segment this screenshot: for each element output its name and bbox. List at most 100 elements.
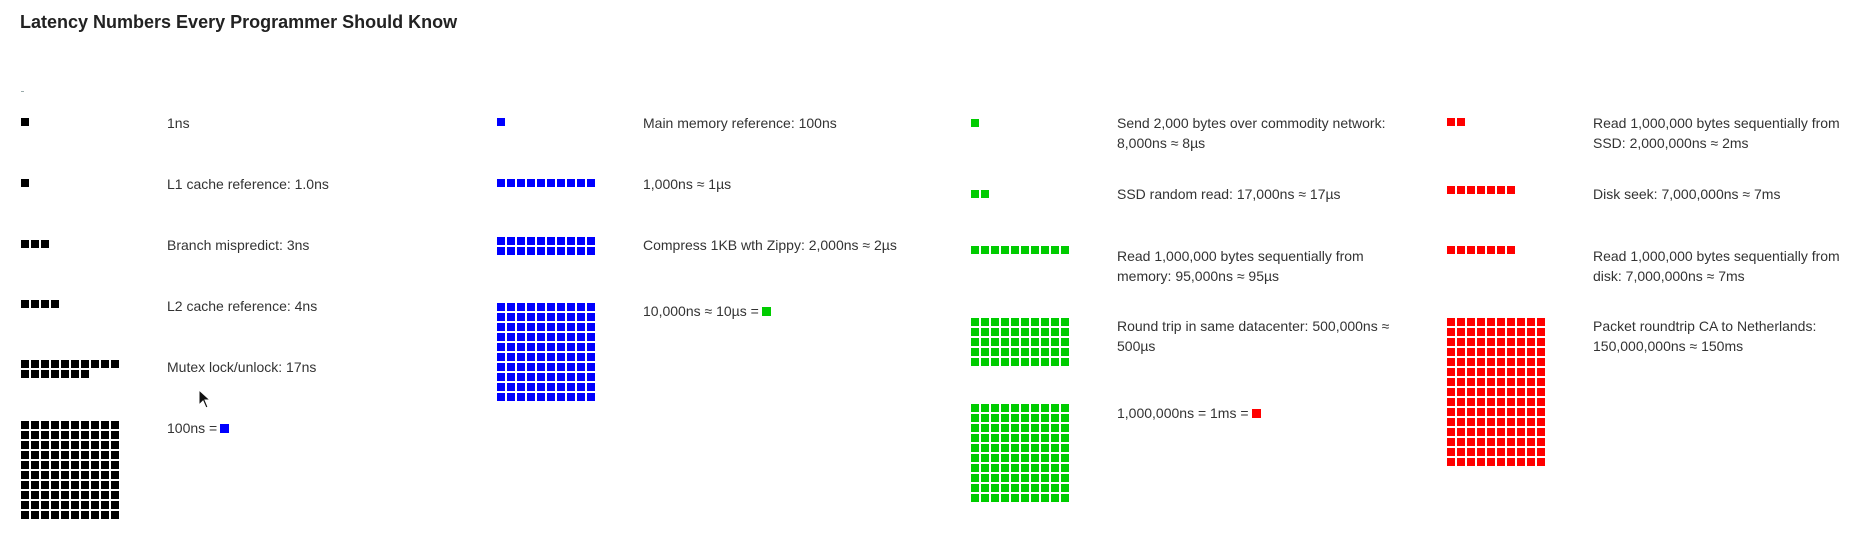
one-ms-squares bbox=[971, 404, 1069, 502]
latency-square bbox=[1467, 378, 1475, 386]
latency-square bbox=[31, 300, 39, 308]
latency-square bbox=[1041, 358, 1049, 366]
read-memory-text: Read 1,000,000 bytes sequentially from m… bbox=[1117, 248, 1364, 284]
latency-square bbox=[587, 323, 595, 331]
latency-square bbox=[61, 360, 69, 368]
latency-square bbox=[1051, 348, 1059, 356]
one-ms-label: 1,000,000ns = 1ms = bbox=[1117, 403, 1417, 423]
latency-square bbox=[71, 461, 79, 469]
latency-square bbox=[981, 484, 989, 492]
latency-square bbox=[1061, 246, 1069, 254]
latency-square bbox=[1041, 318, 1049, 326]
latency-square bbox=[1457, 338, 1465, 346]
latency-square bbox=[21, 511, 29, 519]
latency-square bbox=[537, 353, 545, 361]
latency-square bbox=[1011, 328, 1019, 336]
latency-square bbox=[1021, 246, 1029, 254]
latency-square bbox=[1051, 444, 1059, 452]
latency-square bbox=[557, 383, 565, 391]
latency-square bbox=[1497, 348, 1505, 356]
latency-square bbox=[557, 353, 565, 361]
latency-square bbox=[51, 501, 59, 509]
latency-square bbox=[1051, 404, 1059, 412]
latency-square bbox=[547, 237, 555, 245]
latency-square bbox=[41, 300, 49, 308]
latency-square bbox=[21, 118, 29, 126]
latency-square bbox=[507, 313, 515, 321]
latency-square bbox=[981, 444, 989, 452]
latency-square bbox=[71, 501, 79, 509]
latency-square bbox=[497, 333, 505, 341]
branch-mispredict-label: Branch mispredict: 3ns bbox=[167, 235, 437, 255]
latency-square bbox=[567, 373, 575, 381]
latency-square bbox=[1011, 246, 1019, 254]
latency-square bbox=[1537, 338, 1545, 346]
latency-square bbox=[1051, 328, 1059, 336]
l1-cache-squares bbox=[21, 179, 119, 187]
latency-square bbox=[507, 353, 515, 361]
latency-square bbox=[981, 464, 989, 472]
latency-square bbox=[577, 303, 585, 311]
latency-square bbox=[41, 471, 49, 479]
latency-square bbox=[1001, 424, 1009, 432]
latency-square bbox=[1507, 388, 1515, 396]
latency-square bbox=[1447, 378, 1455, 386]
read-ssd-text: Read 1,000,000 bytes sequentially from S… bbox=[1593, 115, 1840, 151]
latency-square bbox=[537, 303, 545, 311]
latency-square bbox=[1467, 318, 1475, 326]
read-ssd-label: Read 1,000,000 bytes sequentially from S… bbox=[1593, 113, 1863, 153]
round-trip-label: Round trip in same datacenter: 500,000ns… bbox=[1117, 316, 1417, 356]
latency-square bbox=[1507, 398, 1515, 406]
latency-square bbox=[1537, 388, 1545, 396]
latency-square bbox=[1457, 418, 1465, 426]
latency-square bbox=[1487, 458, 1495, 466]
latency-square bbox=[1061, 358, 1069, 366]
latency-square bbox=[537, 343, 545, 351]
latency-square bbox=[497, 323, 505, 331]
latency-square bbox=[81, 471, 89, 479]
latency-square bbox=[61, 491, 69, 499]
latency-square bbox=[1021, 454, 1029, 462]
latency-square bbox=[81, 451, 89, 459]
latency-square bbox=[1527, 458, 1535, 466]
latency-square bbox=[71, 511, 79, 519]
latency-square bbox=[1001, 328, 1009, 336]
latency-square bbox=[981, 434, 989, 442]
latency-square bbox=[1477, 398, 1485, 406]
latency-square bbox=[1001, 454, 1009, 462]
latency-square bbox=[1467, 338, 1475, 346]
main-memory-label: Main memory reference: 100ns bbox=[643, 113, 933, 133]
latency-square bbox=[971, 318, 979, 326]
latency-square bbox=[111, 501, 119, 509]
latency-square bbox=[1537, 318, 1545, 326]
latency-square bbox=[1477, 338, 1485, 346]
latency-square bbox=[1447, 408, 1455, 416]
hundred-ns-squares bbox=[21, 421, 119, 519]
latency-square bbox=[991, 424, 999, 432]
latency-square bbox=[1021, 484, 1029, 492]
mutex-squares bbox=[21, 360, 119, 378]
latency-square bbox=[1447, 458, 1455, 466]
latency-square bbox=[537, 323, 545, 331]
latency-square bbox=[111, 461, 119, 469]
latency-square bbox=[1537, 368, 1545, 376]
latency-square bbox=[1527, 368, 1535, 376]
latency-square bbox=[991, 246, 999, 254]
latency-square bbox=[981, 246, 989, 254]
latency-square bbox=[1497, 398, 1505, 406]
latency-square bbox=[1061, 454, 1069, 462]
latency-square bbox=[1497, 338, 1505, 346]
latency-square bbox=[547, 363, 555, 371]
latency-square bbox=[1467, 368, 1475, 376]
l2-cache-squares bbox=[21, 300, 119, 308]
latency-square bbox=[1467, 408, 1475, 416]
latency-square bbox=[1487, 438, 1495, 446]
latency-square bbox=[71, 491, 79, 499]
latency-square bbox=[1011, 348, 1019, 356]
latency-square bbox=[1537, 378, 1545, 386]
latency-square bbox=[51, 370, 59, 378]
latency-square bbox=[1031, 328, 1039, 336]
latency-square bbox=[1061, 424, 1069, 432]
latency-square bbox=[1041, 246, 1049, 254]
latency-square bbox=[991, 454, 999, 462]
